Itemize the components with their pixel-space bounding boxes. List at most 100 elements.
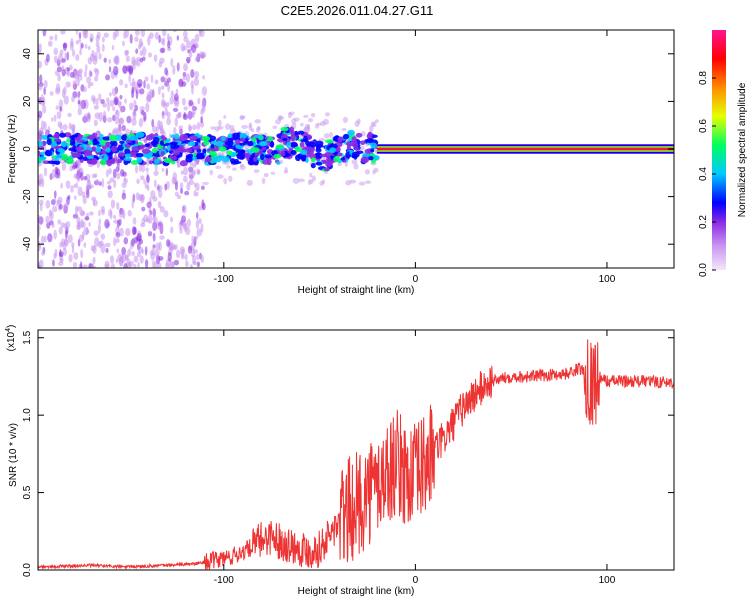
spectrogram-speckle	[186, 218, 191, 228]
spectrogram-speckle	[144, 246, 148, 256]
spectrogram-ridge-blob	[262, 159, 270, 165]
spectrogram-ridge-blob	[179, 160, 188, 167]
spectrogram-speckle	[131, 226, 137, 236]
spectrogram-speckle	[87, 179, 91, 184]
spectrogram-speckle	[89, 33, 94, 42]
spectrogram-speckle	[188, 170, 194, 181]
spectrogram-speckle	[105, 169, 109, 178]
spectrogram-ridge-blob	[203, 140, 210, 146]
spectrogram-speckle	[194, 70, 200, 79]
spectrogram-speckle	[52, 205, 58, 213]
spectrogram-speckle	[109, 177, 115, 183]
spectrogram-speckle	[131, 250, 135, 257]
spectrogram-ridge-blob	[324, 151, 332, 158]
spectrogram-speckle	[201, 86, 208, 96]
spectrogram-speckle	[80, 99, 87, 110]
spectrogram-speckle	[184, 190, 190, 196]
spectrogram-speckle	[158, 241, 162, 252]
spectrogram-speckle	[307, 179, 312, 186]
spectrogram-speckle	[109, 210, 113, 220]
spectrogram-speckle	[71, 241, 75, 248]
spectrogram-ridge-blob	[297, 130, 305, 135]
spectrogram-speckle	[121, 124, 126, 132]
spectrogram-speckle	[164, 183, 168, 191]
spectrogram-speckle	[98, 52, 102, 60]
spectrogram-ridge-blob	[269, 140, 275, 148]
spectrogram-speckle	[198, 218, 202, 224]
spectrogram-ridge-blob	[136, 156, 143, 164]
spectrogram-ridge-blob	[180, 149, 186, 153]
spectrogram-speckle	[96, 45, 101, 54]
spectrogram-y-tick-label: 40	[22, 48, 33, 60]
colorbar-tick-label: 0.0	[698, 263, 709, 277]
spectrogram-ridge-blob	[185, 147, 193, 153]
spectrogram-ridge-blob	[56, 148, 65, 153]
spectrogram-speckle	[56, 66, 63, 73]
spectrogram-speckle	[119, 107, 124, 113]
spectrogram-speckle	[170, 90, 174, 98]
spectrogram-speckle	[214, 126, 220, 132]
spectrogram-ridge-blob	[171, 160, 176, 165]
spectrogram-x-tick-label: -100	[214, 274, 234, 285]
spectrogram-ridge-blob	[69, 135, 75, 140]
spectrogram-speckle	[128, 74, 131, 83]
spectrogram-speckle	[323, 133, 330, 139]
spectrogram-speckle	[272, 125, 278, 130]
spectrogram-speckle	[77, 222, 81, 229]
spectrogram-speckle	[56, 111, 62, 120]
spectrogram-speckle	[93, 265, 97, 268]
spectrogram-speckle	[45, 200, 51, 209]
spectrogram-speckle	[239, 115, 246, 120]
spectrogram-speckle	[174, 117, 179, 127]
spectrogram-ridge-blob	[95, 146, 102, 153]
spectrogram-speckle	[94, 173, 98, 178]
spectrogram-speckle	[73, 195, 77, 200]
spectrogram-ridge-blob	[373, 155, 380, 161]
snr-y-tick-label: 0.0	[22, 563, 33, 577]
spectrogram-ridge-blob	[352, 140, 358, 145]
spectrogram-speckle	[137, 261, 140, 268]
spectrogram-ridge-blob	[229, 158, 236, 163]
spectrogram-speckle	[39, 199, 44, 206]
spectrogram-speckle	[53, 196, 57, 205]
spectrogram-x-tick-label: 100	[599, 274, 616, 285]
spectrogram-speckle	[58, 203, 63, 210]
spectrogram-speckle	[163, 210, 169, 218]
spectrogram-speckle	[69, 41, 74, 51]
spectrogram-ridge-blob	[163, 158, 173, 164]
spectrogram-speckle	[162, 37, 166, 47]
spectrogram-ridge-blob	[308, 141, 316, 145]
spectrogram-speckle	[129, 102, 134, 111]
spectrogram-speckle	[62, 124, 68, 131]
spectrogram-speckle	[105, 74, 111, 81]
spectrogram-ridge-blob	[310, 162, 316, 169]
spectrogram-speckle	[143, 80, 146, 89]
spectrogram-speckle	[180, 248, 185, 258]
spectrogram-speckle	[253, 169, 260, 174]
spectrogram-ridge-blob	[83, 149, 92, 155]
spectrogram-speckle	[80, 171, 84, 182]
spectrogram-ridge-blob	[286, 141, 292, 149]
spectrogram-speckle	[197, 97, 201, 105]
spectrogram-speckle	[58, 226, 63, 235]
spectrogram-ridge-blob	[207, 147, 216, 153]
spectrogram-speckle	[113, 236, 117, 247]
spectrogram-speckle	[150, 74, 154, 84]
spectrogram-speckle	[170, 216, 174, 223]
spectrogram-speckle	[193, 190, 197, 197]
spectrogram-ridge-blob	[368, 156, 374, 161]
spectrogram-y-ticks: -40 -20 0 20 40	[22, 48, 674, 251]
spectrogram-speckle	[156, 183, 161, 193]
spectrogram-speckle	[38, 241, 41, 249]
spectrogram-ridge-blob	[159, 140, 165, 146]
spectrogram-speckle	[186, 40, 192, 49]
spectrogram-speckle	[92, 245, 97, 254]
spectrogram-speckle	[119, 227, 124, 237]
spectrogram-speckle	[152, 195, 158, 202]
spectrogram-ridge-blob	[55, 154, 63, 159]
spectrogram-speckle	[200, 115, 204, 124]
spectrogram-ridge-blob	[66, 138, 72, 143]
spectrogram-speckle	[78, 32, 82, 39]
spectrogram-ridge-blob	[108, 134, 117, 142]
spectrogram-speckle	[254, 119, 262, 124]
